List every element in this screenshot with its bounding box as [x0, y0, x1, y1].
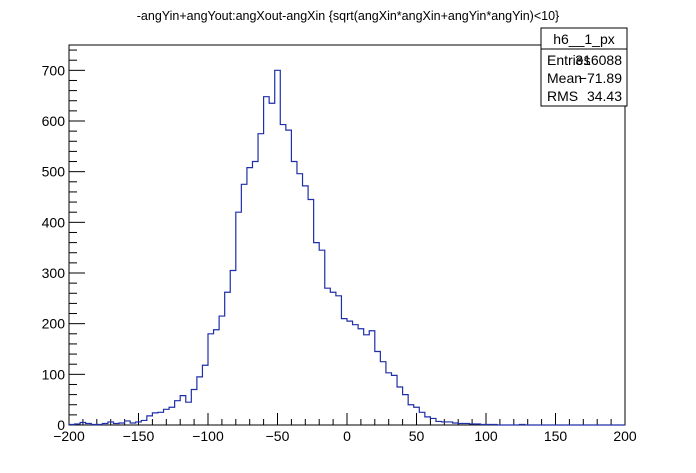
y-tick-label: 400 — [42, 214, 66, 230]
x-tick-label: −50 — [266, 428, 290, 444]
y-tick-label: 700 — [42, 62, 66, 78]
stats-entries-value: 316088 — [575, 52, 622, 68]
stats-rms-label: RMS — [547, 88, 578, 104]
x-tick-labels: −200 −150 −100 −50 0 50 100 150 200 — [53, 428, 637, 444]
y-tick-labels: 0 100 200 300 400 500 600 700 — [42, 62, 66, 433]
y-tick-label: 300 — [42, 265, 66, 281]
stats-entries-label: Entries — [547, 52, 591, 68]
y-tick-label: 200 — [42, 316, 66, 332]
y-tick-label: 500 — [42, 164, 66, 180]
x-tick-label: 100 — [474, 428, 498, 444]
axis-ticks — [68, 49, 626, 426]
x-tick-label: 150 — [544, 428, 568, 444]
y-tick-label: 100 — [42, 366, 66, 382]
stats-mean-value: −71.89 — [579, 70, 622, 86]
stats-box: h6__1_px Entries 316088 Mean −71.89 RMS … — [540, 27, 628, 107]
x-tick-label: −200 — [53, 428, 85, 444]
stats-box-name: h6__1_px — [553, 31, 615, 47]
x-tick-label: −150 — [123, 428, 155, 444]
histogram-series-line — [68, 69, 625, 426]
x-tick-label: 0 — [343, 428, 351, 444]
stats-rms-value: 34.43 — [587, 88, 622, 104]
y-tick-label: 0 — [57, 417, 65, 433]
x-tick-label: 200 — [613, 428, 637, 444]
x-tick-label: −100 — [192, 428, 224, 444]
x-tick-label: 50 — [409, 428, 425, 444]
y-tick-label: 600 — [42, 113, 66, 129]
stats-mean-label: Mean — [547, 70, 582, 86]
stats-box-frame — [540, 27, 628, 107]
chart-title: -angYin+angYout:angXout-angXin {sqrt(ang… — [137, 9, 559, 23]
